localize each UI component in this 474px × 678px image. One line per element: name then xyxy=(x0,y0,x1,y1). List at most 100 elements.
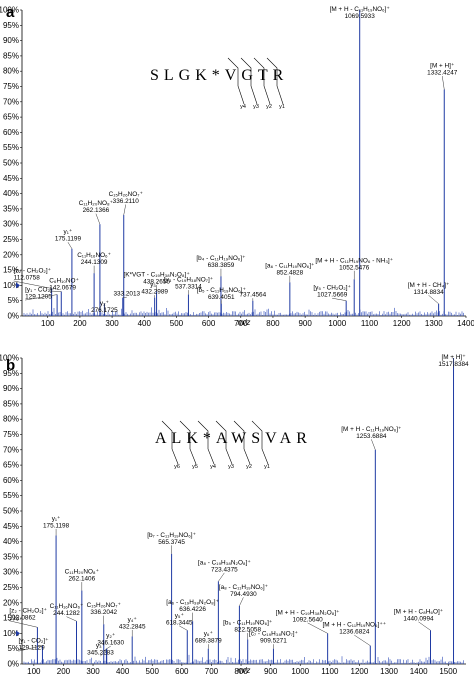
peak-annotation-label: C₁₅H₂₆NO₇⁺ xyxy=(87,602,121,609)
y-tick-label: 60% xyxy=(3,128,19,137)
peak-annotation-value: 336.2110 xyxy=(113,198,140,205)
y-tick-label: 85% xyxy=(3,51,19,60)
annotation-leader xyxy=(66,616,77,622)
y-tick-label: 60% xyxy=(3,476,19,485)
peak-annotation-label: [a₈ - C₁₁H₁₉NO₆]⁺ xyxy=(219,584,268,591)
peak-annotation-label: [y₅ - CH₂O₂]⁺ xyxy=(313,285,351,292)
peak-annotation-value: 432.2845 xyxy=(119,623,146,630)
x-tick-label: 500 xyxy=(146,667,160,676)
peak-annotation-label: [K*VGT - C₁₉H₃₈N₂O₈]⁺ xyxy=(123,272,189,279)
y-tick-label: 35% xyxy=(3,204,19,213)
x-tick-label: 200 xyxy=(73,319,87,328)
fragment-bracket xyxy=(161,420,179,465)
peak-annotation-label: [M + H - C₁₉H₃₈N₂O₈]⁺ xyxy=(276,609,340,616)
annotation-leader xyxy=(67,242,73,249)
x-tick-label: 1400 xyxy=(410,667,428,676)
peak-annotation-label: [M + H - C₁₁H₁₉NO₆ - NH₃]⁺ xyxy=(315,257,393,264)
annotation-leader xyxy=(179,625,188,631)
x-tick-label: 900 xyxy=(264,667,278,676)
fragment-bracket xyxy=(251,420,269,465)
x-tick-label: 1300 xyxy=(380,667,398,676)
fragment-bracket xyxy=(197,420,215,465)
peak-annotation-value: 737.4564 xyxy=(240,292,267,299)
peak-annotation-value: 1052.5476 xyxy=(339,264,370,271)
x-tick-label: 900 xyxy=(298,319,312,328)
peak-annotation-value: 262.1406 xyxy=(69,576,96,583)
y-tick-label: 5% xyxy=(7,644,19,653)
peak-annotation-value: 852.4828 xyxy=(277,269,304,276)
annotation-leader xyxy=(95,213,101,225)
peak-annotation-label: [y₄ - C₁₉H₃₈NO₇]⁺ xyxy=(164,277,213,284)
peak-annotation-label: [M + H - C₈H₆O]⁺ xyxy=(394,608,443,615)
fragment-ion-label: y2 xyxy=(246,464,252,470)
peak-annotation-label: [b₄ - C₁₁H₁₉NO₆]⁺ xyxy=(196,255,245,262)
y-tick-label: 95% xyxy=(3,369,19,378)
y-tick-label: 0% xyxy=(7,660,19,669)
y-tick-label: 95% xyxy=(3,21,19,30)
fragment-bracket xyxy=(266,57,284,105)
x-tick-label: 100 xyxy=(41,319,55,328)
peak-annotation-value: 909.5271 xyxy=(260,638,287,645)
peak-annotation-value: 345.2283 xyxy=(87,650,114,657)
fragment-ion-label: y3 xyxy=(253,104,259,110)
annotation-leader xyxy=(9,620,38,628)
peak-annotation-value: 112.0862 xyxy=(9,614,36,621)
y-tick-label: 90% xyxy=(3,36,19,45)
y-tick-label: 15% xyxy=(3,614,19,623)
x-tick-label: 1000 xyxy=(328,319,346,328)
y-tick-label: 50% xyxy=(3,507,19,516)
fragment-ion-label: y1 xyxy=(264,464,270,470)
annotation-leader xyxy=(123,204,126,216)
y-tick-label: 25% xyxy=(3,235,19,244)
x-tick-label: 300 xyxy=(86,667,100,676)
annotation-leader xyxy=(418,621,431,631)
peak-annotation-label: [M + H]⁺ xyxy=(441,354,465,361)
fragment-bracket xyxy=(240,57,258,105)
x-tick-label: 1100 xyxy=(321,667,339,676)
peak-annotation-label: C₁₁H₁₆NO₆⁺ xyxy=(77,252,111,259)
y-tick-label: 55% xyxy=(3,143,19,152)
peak-annotation-label: y₂⁺ xyxy=(106,633,115,640)
fragment-bracket xyxy=(233,420,251,465)
x-tick-label: 800 xyxy=(234,667,248,676)
chart-panel-a: a 0% 5% 10% 15% 20% 25% 30% 35% 40% 45% 50% 55% 60% 65… xyxy=(0,4,474,328)
y-tick-label: 70% xyxy=(3,445,19,454)
y-tick-label: 30% xyxy=(3,568,19,577)
annotation-leader xyxy=(307,622,328,634)
peak-annotation-value: 638.3859 xyxy=(208,262,235,269)
x-tick-label: 1500 xyxy=(439,667,457,676)
peak-annotation-value: 244.1282 xyxy=(53,610,80,617)
chart-panel-b: b 0% 5% 10% 15% 20% 25% 30% 35% 40% 45% 50% 55% 60% 65… xyxy=(0,354,469,677)
panel-label: b xyxy=(6,357,15,374)
peak-annotation-value: 537.3314 xyxy=(175,284,202,291)
fragment-bracket xyxy=(179,420,197,465)
fragment-ladder: y4 y3 y2 y1 xyxy=(227,57,285,110)
peak-annotation-label: [z₂ - CH₂O₂]⁺ xyxy=(9,607,46,614)
peptide-sequence: ALK*AWSVAR xyxy=(155,430,312,447)
fragment-ion-label: y6 xyxy=(174,464,180,470)
fragment-ion-label: y5 xyxy=(192,464,198,470)
annotation-leader xyxy=(354,634,371,646)
peak-annotation-value: 244.1309 xyxy=(81,259,108,266)
peak-annotation-value: 262.1366 xyxy=(83,207,110,214)
peak-annotation-value: 333.2013 xyxy=(113,291,140,298)
y-tick-label: 40% xyxy=(3,189,19,198)
peak-annotation-label: C₁₁H₁₆NO₆⁺ xyxy=(50,603,84,610)
fragment-ion-label: y2 xyxy=(266,104,272,110)
peak-annotation-value: 1236.6824 xyxy=(339,629,370,636)
y-tick-label: 65% xyxy=(3,113,19,122)
fragment-bracket xyxy=(215,420,233,465)
peak-annotation-label: [a₆ - C₁₉H₃₈N₂O₈]⁺ xyxy=(166,599,219,606)
peak-annotation-value: 636.4226 xyxy=(179,606,206,613)
peak-annotation-value: 689.3879 xyxy=(195,638,222,645)
peak-annotation-label: [M + H - C₁₁H₁₉NO₆]⁺ xyxy=(341,426,401,433)
peak-annotation-value: 129.1205 xyxy=(25,294,52,301)
peak-annotation-value: 565.3745 xyxy=(158,539,185,546)
y-tick-label: 35% xyxy=(3,552,19,561)
y-tick-label: 75% xyxy=(3,82,19,91)
peak-annotation-value: 618.3445 xyxy=(166,619,193,626)
peak-annotation-label: [y₁ - CO₂]⁺ xyxy=(18,638,48,645)
fragment-bracket xyxy=(227,57,245,105)
peak-annotation-value: 723.4375 xyxy=(211,566,238,573)
